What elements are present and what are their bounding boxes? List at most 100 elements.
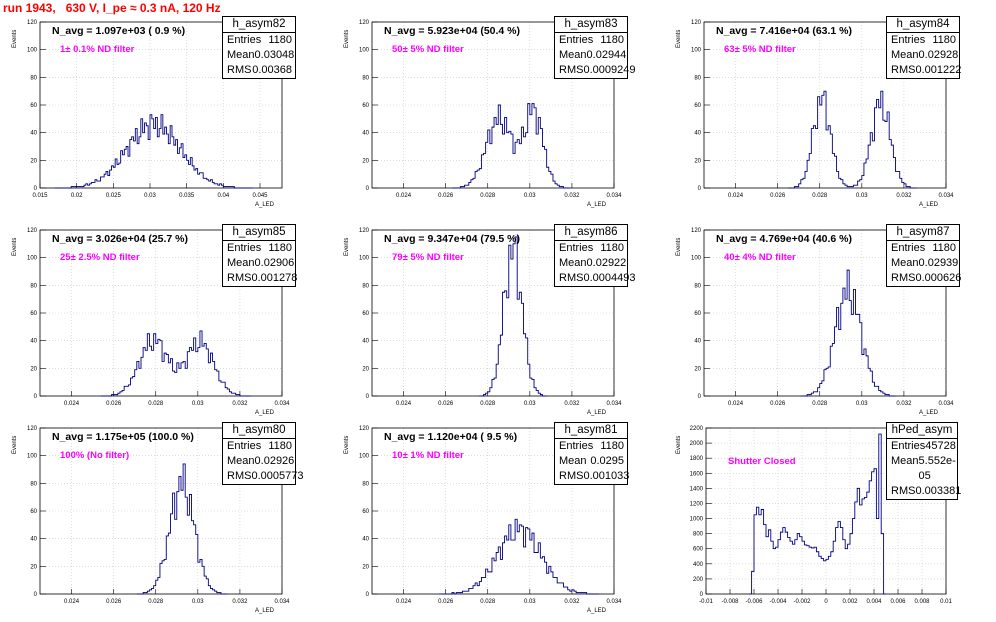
x-axis-label: A_LED bbox=[587, 202, 607, 208]
stats-value: 0.02906 bbox=[254, 257, 295, 269]
x-tick-label: 0.015 bbox=[32, 193, 48, 199]
x-tick-label: 0.002 bbox=[842, 599, 858, 605]
stats-key: Entries bbox=[559, 440, 594, 452]
x-tick-label: 0.024 bbox=[64, 401, 80, 407]
rms-row: RMS 0.0004493 bbox=[555, 271, 635, 286]
rms-row: RMS 0.003381 bbox=[887, 484, 961, 499]
mean-row: Mean 0.03048 bbox=[223, 48, 295, 63]
x-tick-label: 0.032 bbox=[896, 193, 912, 199]
x-tick-label: -0.01 bbox=[699, 599, 713, 605]
x-tick-label: 0.028 bbox=[480, 599, 496, 605]
stats-key: Mean bbox=[891, 49, 919, 61]
x-tick-label: 0.034 bbox=[606, 401, 622, 407]
rms-row: RMS 0.001222 bbox=[887, 63, 961, 78]
stats-value: 1180 bbox=[600, 34, 624, 46]
entries-row: Entries 1180 bbox=[223, 33, 295, 48]
y-tick-label: 20 bbox=[30, 564, 37, 570]
y-tick-label: 100 bbox=[691, 48, 702, 54]
rms-row: RMS 0.001033 bbox=[555, 469, 629, 484]
rms-row: RMS 0.0005773 bbox=[223, 469, 303, 484]
rms-row: RMS 0.001278 bbox=[223, 271, 297, 286]
stats-key: RMS bbox=[891, 485, 916, 497]
y-tick-label: 60 bbox=[694, 311, 701, 317]
histogram-pad: 0.024 0.026 0.028 0.03 0.032 0.034 0 20 40 60 80 10… bbox=[664, 8, 996, 215]
x-tick-label: 0.028 bbox=[480, 401, 496, 407]
stats-value: 1180 bbox=[932, 34, 956, 46]
y-tick-label: 80 bbox=[362, 75, 369, 81]
mean-row: Mean 5.552e-05 bbox=[887, 454, 957, 484]
x-tick-label: 0.026 bbox=[106, 599, 122, 605]
stats-value: 0.02922 bbox=[586, 257, 627, 269]
y-tick-label: 0 bbox=[698, 186, 702, 192]
stats-name: h_asym84 bbox=[887, 17, 959, 33]
y-tick-label: 800 bbox=[693, 532, 704, 538]
entries-row: Entries 1180 bbox=[555, 33, 627, 48]
stats-box: h_asym82 Entries 1180 Mean 0.03048 RMS 0.00368 bbox=[222, 16, 296, 79]
histogram-pad: 0.024 0.026 0.028 0.03 0.032 0.034 0 20 40 60 80 10… bbox=[664, 216, 996, 423]
x-tick-label: 0.034 bbox=[938, 193, 954, 199]
stats-value: 0.003381 bbox=[915, 485, 962, 497]
x-tick-label: 0.032 bbox=[564, 401, 580, 407]
x-tick-label: 0.032 bbox=[564, 193, 580, 199]
stats-key: Mean bbox=[227, 49, 255, 61]
y-axis-label: Events bbox=[676, 29, 682, 48]
filter-label: 40± 4% ND filter bbox=[724, 252, 796, 263]
histogram-pad: 0.024 0.026 0.028 0.03 0.032 0.034 0 20 40 60 80 10… bbox=[332, 8, 664, 215]
x-tick-label: 0.025 bbox=[106, 193, 122, 199]
x-axis-label: A_LED bbox=[919, 410, 939, 416]
x-tick-label: 0.01 bbox=[940, 599, 952, 605]
histogram-pad: 0.024 0.026 0.028 0.03 0.032 0.034 0 20 40 60 80 10… bbox=[0, 414, 332, 621]
stats-key: Mean bbox=[559, 49, 587, 61]
y-tick-label: 100 bbox=[359, 256, 370, 262]
entries-row: Entries 45728 bbox=[887, 439, 957, 454]
y-tick-label: 80 bbox=[30, 481, 37, 487]
y-tick-label: 20 bbox=[694, 158, 701, 164]
stats-name: h_asym82 bbox=[223, 17, 295, 33]
stats-key: RMS bbox=[227, 64, 252, 76]
mean-row: Mean 0.02926 bbox=[223, 454, 295, 469]
x-tick-label: 0.03 bbox=[524, 193, 536, 199]
x-tick-label: 0.006 bbox=[890, 599, 906, 605]
x-tick-label: 0.024 bbox=[728, 401, 744, 407]
y-tick-label: 120 bbox=[359, 228, 370, 234]
run-title: run 1943, 630 V, I_pe ≈ 0.3 nA, 120 Hz bbox=[3, 1, 221, 15]
y-tick-label: 0 bbox=[366, 592, 370, 598]
histogram-h_asym83: 0.024 0.026 0.028 0.03 0.032 0.034 0 20 40 60 80 10… bbox=[359, 20, 622, 208]
y-tick-label: 40 bbox=[30, 339, 37, 345]
stats-key: Entries bbox=[891, 34, 926, 46]
stats-key: RMS bbox=[891, 64, 916, 76]
stats-key: Entries bbox=[891, 242, 926, 254]
entries-row: Entries 1180 bbox=[887, 241, 959, 256]
stats-key: Mean bbox=[559, 455, 587, 467]
n-avg-label: N_avg = 3.026e+04 (25.7 %) bbox=[52, 233, 189, 245]
y-axis-label: Events bbox=[12, 29, 18, 48]
histogram-pad: 0.024 0.026 0.028 0.03 0.032 0.034 0 20 40 60 80 10… bbox=[332, 216, 664, 423]
y-tick-label: 20 bbox=[694, 366, 701, 372]
y-tick-label: 2000 bbox=[690, 441, 704, 447]
y-tick-label: 0 bbox=[366, 394, 370, 400]
y-tick-label: 60 bbox=[30, 311, 37, 317]
y-tick-label: 60 bbox=[362, 509, 369, 515]
x-tick-label: 0.03 bbox=[192, 401, 204, 407]
stats-key: Mean bbox=[891, 257, 919, 269]
rms-row: RMS 0.000626 bbox=[887, 271, 961, 286]
x-tick-label: 0.03 bbox=[524, 599, 536, 605]
stats-box: h_asym80 Entries 1180 Mean 0.02926 RMS 0.00057… bbox=[222, 422, 303, 485]
stats-key: Entries bbox=[227, 34, 262, 46]
stats-value: 0.00368 bbox=[252, 64, 292, 76]
x-tick-label: -0.006 bbox=[745, 599, 763, 605]
stats-value: 1180 bbox=[268, 242, 292, 254]
y-tick-label: 2200 bbox=[690, 426, 704, 432]
y-tick-label: 60 bbox=[694, 103, 701, 109]
stats-value: 0.02939 bbox=[918, 257, 959, 269]
y-tick-label: 60 bbox=[362, 311, 369, 317]
y-tick-label: 100 bbox=[359, 454, 370, 460]
histogram-pad: 0.024 0.026 0.028 0.03 0.032 0.034 0 20 40 60 80 10… bbox=[332, 414, 664, 621]
y-tick-label: 60 bbox=[30, 509, 37, 515]
histogram-line bbox=[788, 90, 917, 189]
y-tick-label: 80 bbox=[694, 283, 701, 289]
stats-name: h_asym81 bbox=[555, 423, 627, 439]
x-tick-label: 0.026 bbox=[438, 193, 454, 199]
stats-key: Entries bbox=[891, 440, 926, 452]
x-tick-label: 0.034 bbox=[274, 599, 290, 605]
